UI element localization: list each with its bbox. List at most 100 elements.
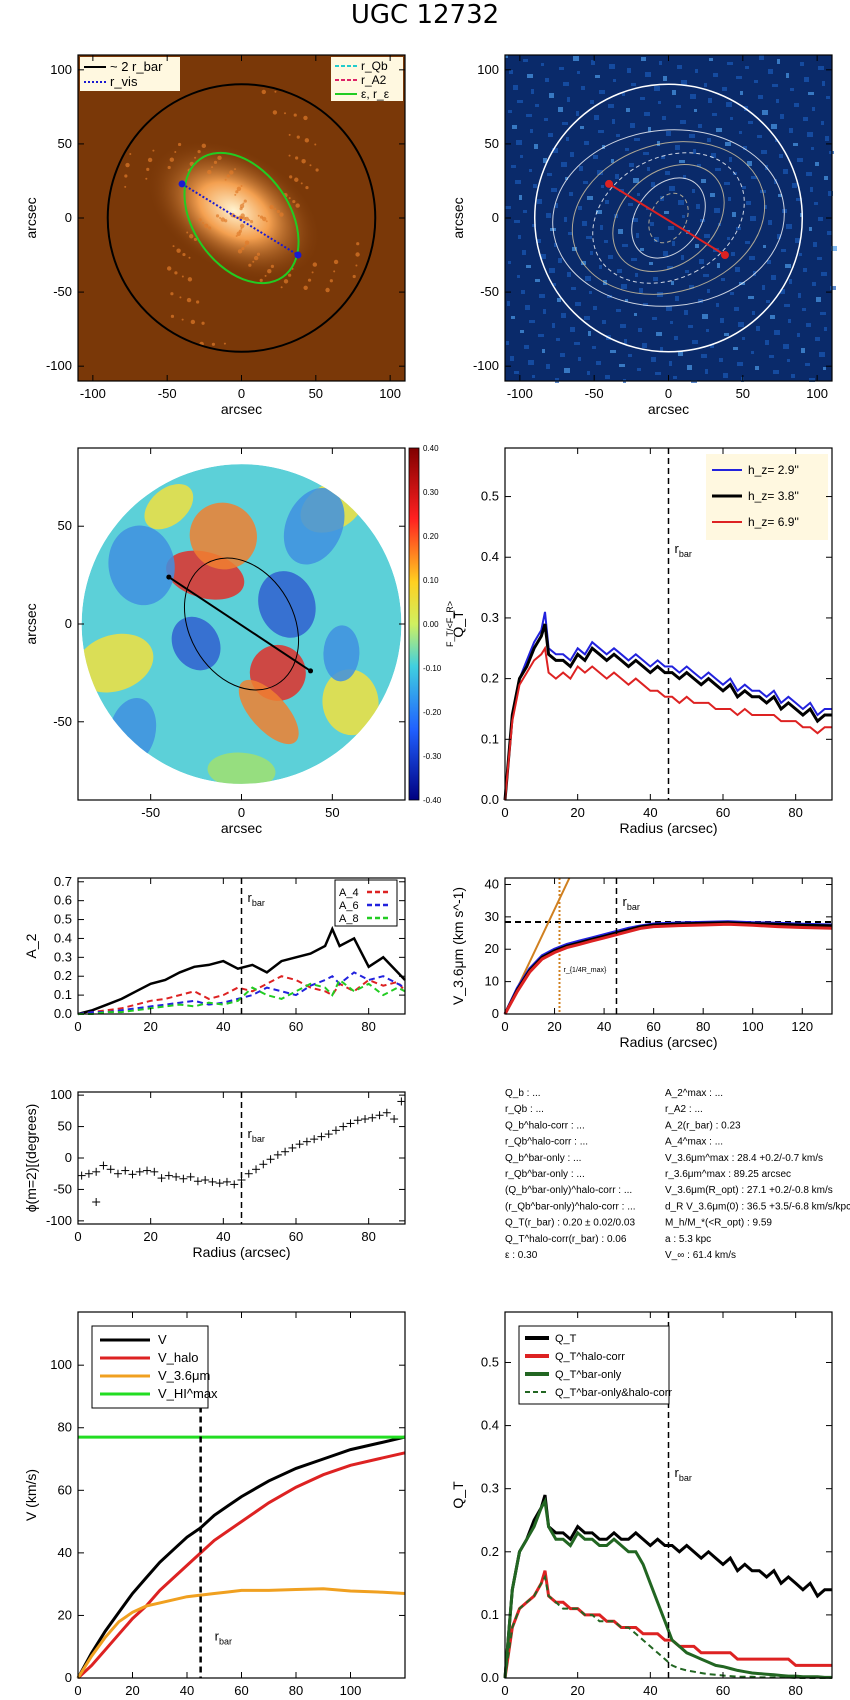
speck xyxy=(244,216,249,222)
noise-patch xyxy=(649,262,653,265)
noise-patch xyxy=(692,340,698,344)
noise-patch xyxy=(743,146,747,150)
y-tick-label: 0.1 xyxy=(54,987,72,1002)
noise-patch xyxy=(683,175,686,179)
noise-patch xyxy=(814,202,818,205)
colorbar-tick-label: -0.10 xyxy=(423,664,442,673)
y-axis-label: ϕ(m=2)[(degrees) xyxy=(23,1104,39,1213)
data-point xyxy=(222,1177,231,1186)
noise-patch xyxy=(553,283,556,286)
speck xyxy=(125,162,130,168)
series-line xyxy=(503,922,833,1015)
noise-patch xyxy=(567,97,570,102)
noise-patch xyxy=(590,251,593,255)
noise-patch xyxy=(730,292,734,295)
data-point xyxy=(143,1166,152,1175)
legend-label: V_3.6μm xyxy=(158,1368,210,1383)
x-axis-label: Radius (arcsec) xyxy=(619,1698,717,1700)
noise-patch xyxy=(705,369,708,374)
noise-patch xyxy=(598,130,604,133)
noise-patch xyxy=(769,355,774,358)
x-tick-label: 20 xyxy=(570,805,584,820)
param-left: Q_b^halo-corr : ... xyxy=(505,1120,585,1131)
noise-patch xyxy=(575,302,581,306)
data-point xyxy=(331,1126,340,1135)
y-tick-label: 100 xyxy=(50,1357,72,1372)
data-point xyxy=(295,1140,304,1149)
noise-patch xyxy=(513,85,518,90)
param-left: Q_b^bar-only : ... xyxy=(505,1153,581,1164)
series-line xyxy=(504,1574,832,1679)
noise-patch xyxy=(611,159,614,163)
noise-patch xyxy=(702,314,708,319)
x-tick-label: 0 xyxy=(501,805,508,820)
x-tick-label: -50 xyxy=(141,805,160,820)
speck xyxy=(208,226,212,230)
noise-patch xyxy=(593,306,597,310)
noise-patch xyxy=(784,304,790,307)
data-point xyxy=(157,1174,166,1183)
speck xyxy=(274,208,277,211)
map-blob xyxy=(171,616,221,671)
speck xyxy=(201,321,205,325)
noise-patch xyxy=(745,241,750,244)
speck xyxy=(181,318,184,321)
series-line xyxy=(76,1435,406,1679)
y-tick-label: 40 xyxy=(58,1545,72,1560)
noise-patch xyxy=(762,285,765,290)
noise-patch xyxy=(543,309,546,314)
noise-patch xyxy=(805,363,810,366)
speck xyxy=(304,138,310,143)
data-point xyxy=(310,1135,319,1144)
plot-frame xyxy=(504,877,833,1015)
y-tick-label: 60 xyxy=(58,1482,72,1497)
noise-patch xyxy=(781,249,786,252)
noise-patch xyxy=(507,301,510,306)
speck xyxy=(223,342,226,345)
speck xyxy=(146,167,150,171)
noise-patch xyxy=(616,309,621,312)
noise-patch xyxy=(644,112,650,116)
noise-patch xyxy=(564,217,567,222)
contour-line xyxy=(571,141,766,295)
noise-patch xyxy=(583,181,588,184)
colorbar-tick-label: 0.40 xyxy=(423,444,439,453)
data-point xyxy=(164,1171,173,1180)
noise-patch xyxy=(506,341,509,345)
speck xyxy=(333,259,339,265)
speck xyxy=(188,256,191,259)
noise-patch xyxy=(591,60,595,65)
plot-frame xyxy=(77,1091,406,1225)
noise-patch xyxy=(612,119,615,124)
noise-patch xyxy=(766,300,770,303)
speck xyxy=(303,285,308,291)
noise-patch xyxy=(546,213,551,218)
noise-patch xyxy=(516,140,522,145)
noise-patch xyxy=(671,281,674,285)
noise-patch xyxy=(547,173,552,176)
noise-patch xyxy=(788,319,791,323)
noise-patch xyxy=(594,115,599,120)
noise-patch xyxy=(574,342,580,345)
colorbar-tick-label: 0.10 xyxy=(423,576,439,585)
noise-patch xyxy=(651,182,655,187)
noise-patch xyxy=(811,147,814,150)
noise-patch xyxy=(526,265,531,268)
x-tick-label: -100 xyxy=(507,386,533,401)
noise-patch xyxy=(779,154,783,158)
noise-patch xyxy=(589,291,592,294)
rbar-subscript: bar xyxy=(679,549,692,559)
noise-patch xyxy=(693,149,696,154)
fourier-panel: rbar A_4A_6A_8 0 20 40 60 80 0.0 0.1 0.2 0.3 0.4 0.5… xyxy=(23,874,406,1034)
noise-patch xyxy=(786,73,789,78)
data-point xyxy=(397,1097,406,1106)
speck xyxy=(145,177,148,180)
speck xyxy=(124,185,127,188)
speck xyxy=(314,143,317,146)
speck xyxy=(262,216,267,222)
x-tick-label: 20 xyxy=(547,1019,561,1034)
legend-label: Q_T^halo-corr xyxy=(555,1351,625,1363)
y-axis-label: Q_T xyxy=(450,610,466,638)
noise-patch xyxy=(715,168,721,171)
